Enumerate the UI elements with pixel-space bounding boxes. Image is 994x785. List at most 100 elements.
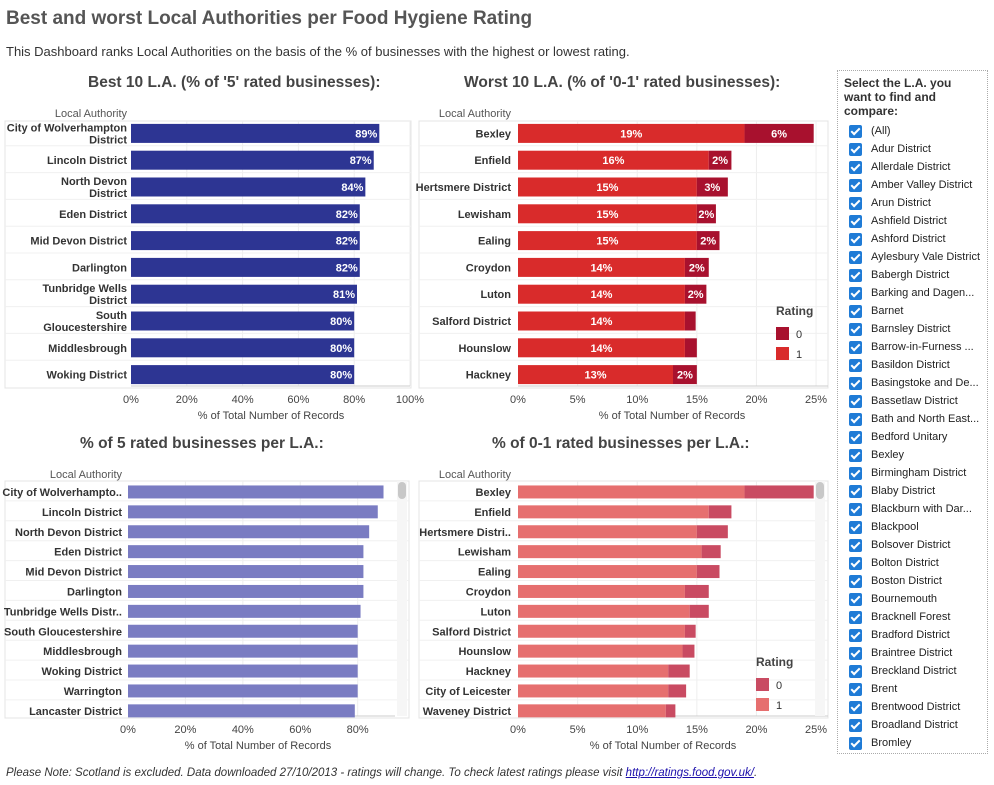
best-10-data-label: 82% — [336, 236, 358, 248]
ratings-link[interactable]: http://ratings.food.gov.uk/ — [625, 767, 754, 779]
filter-item[interactable]: Allerdale District — [838, 158, 987, 176]
checkbox-checked-icon[interactable] — [849, 484, 862, 498]
filter-item[interactable]: Broadland District — [838, 716, 987, 734]
worst-10-data-label: 2% — [677, 370, 693, 382]
list-5-scrollbar-thumb[interactable] — [398, 482, 406, 499]
checkbox-checked-icon[interactable] — [849, 214, 862, 228]
filter-item[interactable]: Barking and Dagen... — [838, 284, 987, 302]
filter-item[interactable]: (All) — [838, 122, 987, 140]
checkbox-checked-icon[interactable] — [849, 574, 862, 588]
worst-10-bar — [696, 177, 728, 197]
footer-note: Please Note: Scotland is excluded. Data … — [6, 767, 757, 779]
checkbox-checked-icon[interactable] — [849, 142, 862, 156]
filter-item[interactable]: Blackpool — [838, 518, 987, 536]
filter-item[interactable]: Ashfield District — [838, 212, 987, 230]
filter-item[interactable]: Brent — [838, 680, 987, 698]
filter-item[interactable]: Ashford District — [838, 230, 987, 248]
checkbox-checked-icon[interactable] — [849, 178, 862, 192]
filter-item[interactable]: Bassetlaw District — [838, 392, 987, 410]
checkbox-checked-icon[interactable] — [849, 286, 862, 300]
checkbox-checked-icon[interactable] — [849, 394, 862, 408]
checkbox-checked-icon[interactable] — [849, 466, 862, 480]
checkbox-checked-icon[interactable] — [849, 124, 862, 138]
list-5-chart-title: % of 5 rated businesses per L.A.: — [80, 435, 324, 452]
checkbox-checked-icon[interactable] — [849, 628, 862, 642]
filter-item[interactable]: Bedford Unitary — [838, 428, 987, 446]
filter-item[interactable]: Babergh District — [838, 266, 987, 284]
worst-10-data-label: 2% — [700, 236, 716, 248]
worst-10-category-label: Hertsmere District — [416, 182, 512, 194]
list-01-category-label: Luton — [480, 606, 511, 618]
list-01-legend-title: Rating — [756, 655, 793, 669]
filter-item[interactable]: Bath and North East... — [838, 410, 987, 428]
checkbox-checked-icon[interactable] — [849, 430, 862, 444]
best-10-category-label: City of Wolverhampton District — [7, 122, 128, 146]
checkbox-checked-icon[interactable] — [849, 160, 862, 174]
filter-item[interactable]: Adur District — [838, 140, 987, 158]
checkbox-checked-icon[interactable] — [849, 718, 862, 732]
checkbox-checked-icon[interactable] — [849, 664, 862, 678]
checkbox-checked-icon[interactable] — [849, 592, 862, 606]
filter-item[interactable]: Breckland District — [838, 662, 987, 680]
best-10-data-label: 82% — [336, 262, 358, 274]
filter-item[interactable]: Amber Valley District — [838, 176, 987, 194]
checkbox-checked-icon[interactable] — [849, 502, 862, 516]
checkbox-checked-icon[interactable] — [849, 556, 862, 570]
checkbox-checked-icon[interactable] — [849, 340, 862, 354]
filter-item[interactable]: Bromsgrove District — [838, 752, 987, 753]
filter-item[interactable]: Basildon District — [838, 356, 987, 374]
checkbox-checked-icon[interactable] — [849, 196, 862, 210]
checkbox-checked-icon[interactable] — [849, 358, 862, 372]
worst-10-data-label: 13% — [584, 370, 606, 382]
checkbox-checked-icon[interactable] — [849, 412, 862, 426]
filter-item[interactable]: Braintree District — [838, 644, 987, 662]
worst-10-category-label: Croydon — [466, 262, 512, 274]
list-5-bar — [128, 704, 355, 718]
list-5-scrollbar-track — [397, 481, 407, 716]
checkbox-checked-icon[interactable] — [849, 250, 862, 264]
checkbox-checked-icon[interactable] — [849, 376, 862, 390]
filter-item[interactable]: Bournemouth — [838, 590, 987, 608]
filter-item[interactable]: Bradford District — [838, 626, 987, 644]
filter-item[interactable]: Bolsover District — [838, 536, 987, 554]
filter-item-label: Adur District — [871, 143, 931, 155]
filter-item[interactable]: Boston District — [838, 572, 987, 590]
filter-item[interactable]: Arun District — [838, 194, 987, 212]
filter-item[interactable]: Basingstoke and De... — [838, 374, 987, 392]
list-01-category-label: Hertsmere Distri.. — [419, 527, 511, 539]
checkbox-checked-icon[interactable] — [849, 700, 862, 714]
local-authority-filter-panel[interactable]: Select the L.A. you want to find and com… — [837, 70, 988, 754]
filter-item[interactable]: Bolton District — [838, 554, 987, 572]
checkbox-checked-icon[interactable] — [849, 232, 862, 246]
filter-item[interactable]: Brentwood District — [838, 698, 987, 716]
list-01-category-label: Ealing — [478, 567, 511, 579]
filter-item[interactable]: Blackburn with Dar... — [838, 500, 987, 518]
filter-item[interactable]: Barnet — [838, 302, 987, 320]
checkbox-checked-icon[interactable] — [849, 736, 862, 750]
list-5-bar — [128, 545, 364, 559]
best-10-data-label: 80% — [330, 370, 352, 382]
checkbox-checked-icon[interactable] — [849, 322, 862, 336]
list-01-chart-title: % of 0-1 rated businesses per L.A.: — [492, 435, 750, 452]
checkbox-checked-icon[interactable] — [849, 520, 862, 534]
filter-item[interactable]: Bromley — [838, 734, 987, 752]
list-01-scrollbar-thumb[interactable] — [816, 482, 824, 499]
filter-item[interactable]: Barnsley District — [838, 320, 987, 338]
checkbox-checked-icon[interactable] — [849, 448, 862, 462]
checkbox-checked-icon[interactable] — [849, 304, 862, 318]
checkbox-checked-icon[interactable] — [849, 682, 862, 696]
checkbox-checked-icon[interactable] — [849, 268, 862, 282]
filter-item[interactable]: Blaby District — [838, 482, 987, 500]
checkbox-checked-icon[interactable] — [849, 538, 862, 552]
filter-item[interactable]: Barrow-in-Furness ... — [838, 338, 987, 356]
filter-item[interactable]: Bexley — [838, 446, 987, 464]
filter-item[interactable]: Aylesbury Vale District — [838, 248, 987, 266]
filter-item[interactable]: Birmingham District — [838, 464, 987, 482]
worst-10-tick-label: 25% — [805, 394, 827, 406]
checkbox-checked-icon[interactable] — [849, 610, 862, 624]
filter-item[interactable]: Bracknell Forest — [838, 608, 987, 626]
filter-item-label: Barnet — [871, 305, 904, 317]
list-5-bar — [128, 684, 358, 698]
checkbox-checked-icon[interactable] — [849, 646, 862, 660]
